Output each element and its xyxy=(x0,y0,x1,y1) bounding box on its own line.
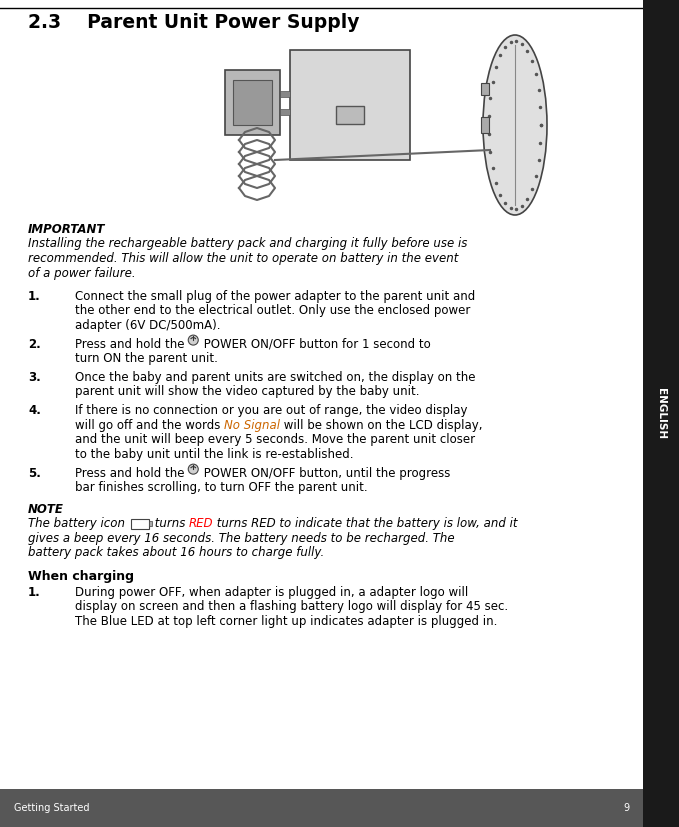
Text: 1.: 1. xyxy=(28,586,41,599)
Text: turns: turns xyxy=(151,518,189,530)
Text: When charging: When charging xyxy=(28,570,134,582)
Text: 9: 9 xyxy=(623,803,629,813)
Text: During power OFF, when adapter is plugged in, a adapter logo will: During power OFF, when adapter is plugge… xyxy=(75,586,469,599)
Text: bar finishes scrolling, to turn OFF the parent unit.: bar finishes scrolling, to turn OFF the … xyxy=(75,481,367,494)
Text: parent unit will show the video captured by the baby unit.: parent unit will show the video captured… xyxy=(75,385,420,399)
Text: The Blue LED at top left corner light up indicates adapter is plugged in.: The Blue LED at top left corner light up… xyxy=(75,614,498,628)
Text: Press and hold the: Press and hold the xyxy=(75,466,188,480)
Text: 3.: 3. xyxy=(28,370,41,384)
Text: turn ON the parent unit.: turn ON the parent unit. xyxy=(75,352,218,365)
Text: NOTE: NOTE xyxy=(28,503,64,516)
Text: POWER ON/OFF button for 1 second to: POWER ON/OFF button for 1 second to xyxy=(200,337,431,351)
Text: 2.: 2. xyxy=(28,337,41,351)
Text: 4.: 4. xyxy=(28,404,41,418)
Text: IMPORTANT: IMPORTANT xyxy=(28,223,105,236)
Text: No Signal: No Signal xyxy=(224,418,280,432)
Text: the other end to the electrical outlet. Only use the enclosed power: the other end to the electrical outlet. … xyxy=(75,304,471,318)
Text: 2.3    Parent Unit Power Supply: 2.3 Parent Unit Power Supply xyxy=(28,12,359,31)
Text: and the unit will beep every 5 seconds. Move the parent unit closer: and the unit will beep every 5 seconds. … xyxy=(75,433,475,447)
Circle shape xyxy=(188,335,198,345)
Text: Connect the small plug of the power adapter to the parent unit and: Connect the small plug of the power adap… xyxy=(75,289,475,303)
Bar xyxy=(131,519,149,529)
Text: POWER ON/OFF button, until the progress: POWER ON/OFF button, until the progress xyxy=(200,466,451,480)
Bar xyxy=(0,789,643,827)
Text: Installing the rechargeable battery pack and charging it fully before use is: Installing the rechargeable battery pack… xyxy=(28,237,467,251)
Bar xyxy=(336,106,364,124)
Text: ENGLISH: ENGLISH xyxy=(656,388,666,439)
Text: recommended. This will allow the unit to operate on battery in the event: recommended. This will allow the unit to… xyxy=(28,252,458,265)
Bar xyxy=(280,109,290,115)
Text: Getting Started: Getting Started xyxy=(14,803,90,813)
Text: 5.: 5. xyxy=(28,466,41,480)
Bar xyxy=(280,91,290,97)
Text: to the baby unit until the link is re-established.: to the baby unit until the link is re-es… xyxy=(75,447,354,461)
Text: turns RED to indicate that the battery is low, and it: turns RED to indicate that the battery i… xyxy=(213,518,518,530)
Text: display on screen and then a flashing battery logo will display for 45 sec.: display on screen and then a flashing ba… xyxy=(75,600,508,613)
Text: will be shown on the LCD display,: will be shown on the LCD display, xyxy=(280,418,483,432)
Text: The battery icon: The battery icon xyxy=(28,518,129,530)
Text: RED: RED xyxy=(189,518,213,530)
Text: gives a beep every 16 seconds. The battery needs to be recharged. The: gives a beep every 16 seconds. The batte… xyxy=(28,532,455,545)
Bar xyxy=(643,0,679,827)
Bar xyxy=(290,50,410,160)
Text: Once the baby and parent units are switched on, the display on the: Once the baby and parent units are switc… xyxy=(75,370,475,384)
Text: 1.: 1. xyxy=(28,289,41,303)
Text: Press and hold the: Press and hold the xyxy=(75,337,188,351)
Text: adapter (6V DC/500mA).: adapter (6V DC/500mA). xyxy=(75,318,221,332)
Text: of a power failure.: of a power failure. xyxy=(28,266,136,280)
Bar xyxy=(481,83,489,95)
Bar xyxy=(233,80,272,125)
Text: will go off and the words: will go off and the words xyxy=(75,418,224,432)
Text: battery pack takes about 16 hours to charge fully.: battery pack takes about 16 hours to cha… xyxy=(28,547,325,559)
Text: If there is no connection or you are out of range, the video display: If there is no connection or you are out… xyxy=(75,404,468,418)
Circle shape xyxy=(188,464,198,474)
Bar xyxy=(481,117,489,133)
Ellipse shape xyxy=(483,35,547,215)
Bar xyxy=(149,521,151,526)
Bar xyxy=(225,70,280,135)
